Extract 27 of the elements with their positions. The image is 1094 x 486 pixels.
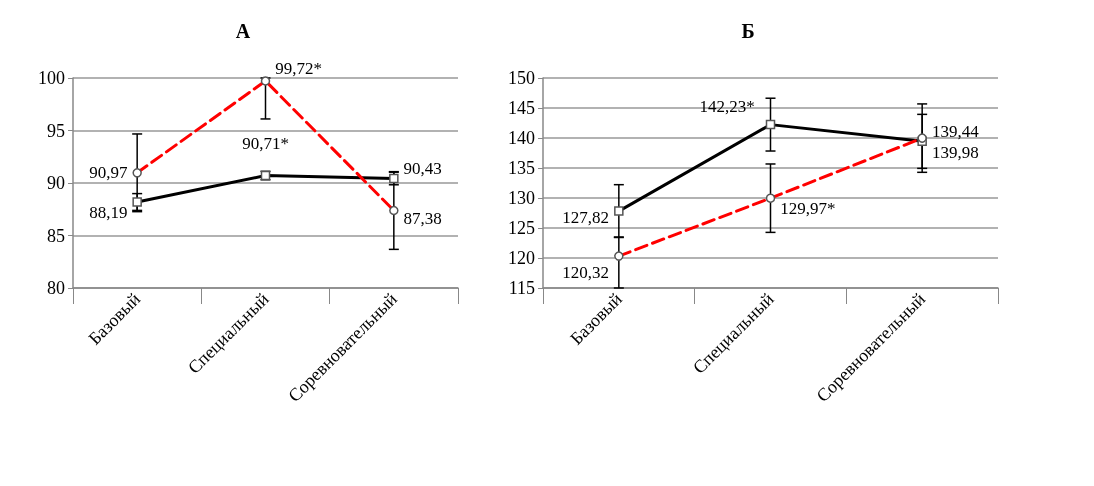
data-label: 139,98 <box>931 142 979 162</box>
y-tick-label: 135 <box>508 158 535 178</box>
y-tick-label: 120 <box>508 248 535 268</box>
data-label: 127,82 <box>562 207 610 227</box>
data-label: 99,72* <box>275 59 322 79</box>
data-label: 88,19 <box>89 202 128 222</box>
data-label: 90,71* <box>242 133 289 153</box>
y-tick-label: 100 <box>38 68 65 88</box>
y-tick-label: 90 <box>47 173 65 193</box>
data-label: 87,38 <box>403 209 442 229</box>
data-label: 90,97 <box>89 163 128 183</box>
y-tick-label: 150 <box>508 68 535 88</box>
data-label: 120,32 <box>562 262 610 282</box>
y-tick-label: 80 <box>47 278 65 298</box>
chart-title: А <box>235 20 251 42</box>
data-label: 139,44 <box>931 121 980 141</box>
y-tick-label: 140 <box>508 128 535 148</box>
chart-title: Б <box>741 20 755 42</box>
y-tick-label: 95 <box>47 120 65 141</box>
data-label: 142,23* <box>699 97 755 117</box>
y-tick-label: 145 <box>508 98 535 118</box>
data-label: 90,43 <box>403 158 442 178</box>
y-tick-label: 115 <box>508 278 535 298</box>
y-tick-label: 125 <box>508 218 535 238</box>
y-tick-label: 130 <box>508 188 535 208</box>
data-label: 129,97* <box>780 198 836 218</box>
y-tick-label: 85 <box>47 225 65 246</box>
